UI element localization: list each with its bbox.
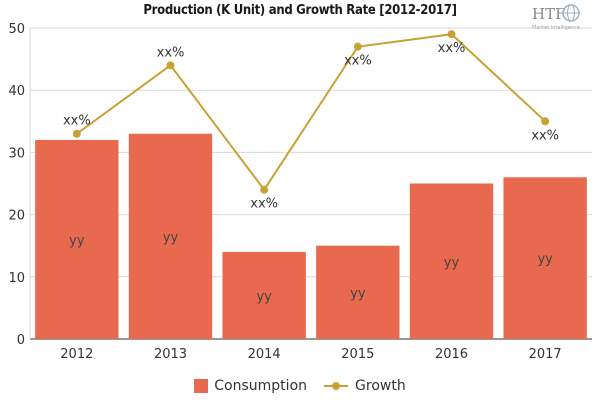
bar-2016 bbox=[409, 183, 494, 339]
bar-series-consumption: yy yy yy yy yy yy bbox=[35, 133, 587, 339]
legend: Consumption Growth bbox=[0, 378, 600, 394]
legend-item-consumption[interactable]: Consumption bbox=[194, 378, 307, 394]
growth-data-label-2017: xx% bbox=[531, 128, 559, 143]
x-tick-label-2017: 2017 bbox=[529, 347, 562, 362]
bar-2015 bbox=[316, 245, 400, 339]
y-tick-label-20: 20 bbox=[8, 209, 25, 224]
bar-2014 bbox=[222, 251, 306, 339]
chart-title: Production (K Unit) and Growth Rate [201… bbox=[143, 3, 457, 18]
bar-2013 bbox=[128, 133, 213, 339]
growth-point-2014 bbox=[260, 185, 269, 194]
x-tick-label-2014: 2014 bbox=[248, 347, 281, 362]
growth-point-2012 bbox=[72, 129, 81, 138]
legend-item-growth[interactable]: Growth bbox=[323, 378, 406, 394]
growth-line bbox=[76, 33, 546, 192]
bar-data-label-2014: yy bbox=[256, 289, 272, 304]
y-tick-label-0: 0 bbox=[17, 333, 25, 348]
bar-data-label-2016: yy bbox=[444, 255, 460, 270]
globe-icon bbox=[562, 4, 580, 22]
legend-label-growth: Growth bbox=[355, 378, 406, 394]
bar-data-label-2015: yy bbox=[350, 286, 366, 301]
x-tick-label-2016: 2016 bbox=[435, 347, 468, 362]
bar-data-label-2013: yy bbox=[163, 230, 179, 245]
x-tick-label-2013: 2013 bbox=[154, 347, 187, 362]
growth-data-label-2015: xx% bbox=[344, 54, 372, 69]
growth-data-label-2013: xx% bbox=[157, 45, 185, 60]
x-tick-label-2015: 2015 bbox=[341, 347, 374, 362]
x-tick-label-2012: 2012 bbox=[60, 347, 93, 362]
y-tick-label-50: 50 bbox=[8, 22, 25, 37]
growth-point-2017 bbox=[541, 117, 550, 126]
legend-swatch-consumption bbox=[194, 379, 209, 393]
growth-data-label-2014: xx% bbox=[250, 197, 278, 212]
x-axis: 2012 2013 2014 2015 2016 2017 bbox=[60, 347, 561, 362]
y-axis: 0 10 20 30 40 50 bbox=[8, 22, 31, 348]
growth-data-label-2012: xx% bbox=[63, 114, 91, 129]
growth-point-2016 bbox=[447, 30, 456, 39]
watermark-letters: HTF bbox=[532, 5, 566, 23]
bar-2017 bbox=[503, 177, 587, 339]
y-tick-label-30: 30 bbox=[8, 146, 25, 161]
bar-data-label-2012: yy bbox=[69, 233, 85, 248]
legend-point-glyph bbox=[332, 382, 341, 390]
gridlines bbox=[30, 27, 592, 340]
bar-2012 bbox=[35, 139, 119, 339]
legend-swatch-growth bbox=[324, 382, 349, 390]
growth-point-2013 bbox=[166, 61, 175, 70]
bar-data-label-2017: yy bbox=[537, 252, 553, 267]
line-series-growth: xx% xx% xx% xx% xx% xx% bbox=[63, 30, 559, 212]
growth-data-label-2016: xx% bbox=[438, 41, 466, 56]
y-tick-label-10: 10 bbox=[8, 271, 25, 286]
legend-label-consumption: Consumption bbox=[214, 378, 308, 394]
growth-point-2015 bbox=[353, 42, 362, 51]
y-tick-label-40: 40 bbox=[8, 84, 25, 99]
